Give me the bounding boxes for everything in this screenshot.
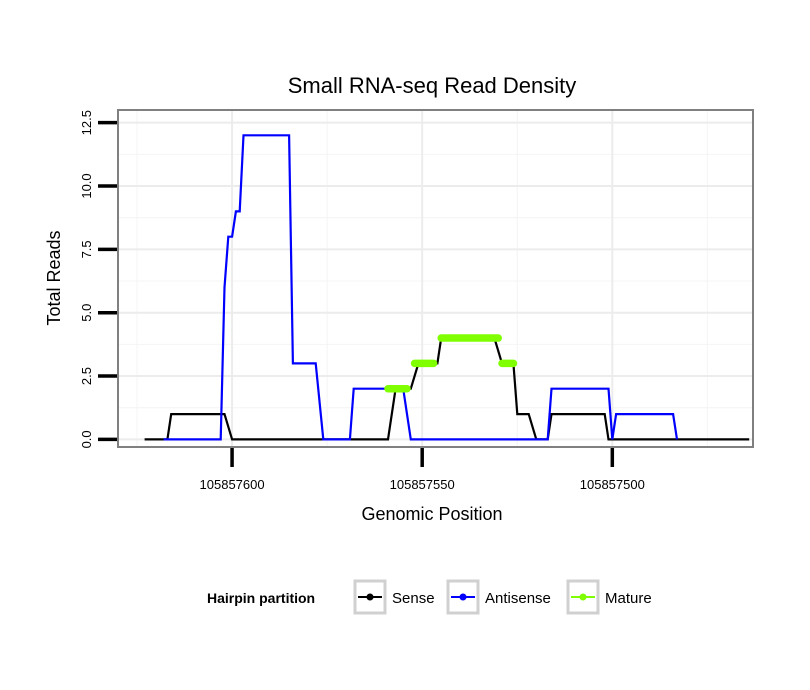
legend: Hairpin partition Sense Antisense Mature bbox=[207, 579, 652, 615]
series-layer bbox=[144, 134, 750, 441]
legend-dot-sense bbox=[366, 593, 374, 601]
y-tick-label: 2.5 bbox=[79, 367, 94, 385]
y-tick-label: 7.5 bbox=[79, 240, 94, 258]
x-tick-label: 105857600 bbox=[200, 477, 265, 492]
legend-title: Hairpin partition bbox=[207, 590, 315, 606]
legend-dot-mature bbox=[579, 593, 587, 601]
x-tick-label: 105857500 bbox=[580, 477, 645, 492]
x-tick-label: 105857550 bbox=[390, 477, 455, 492]
y-tick-label: 5.0 bbox=[79, 304, 94, 322]
legend-dot-antisense bbox=[459, 593, 467, 601]
legend-label-antisense: Antisense bbox=[485, 590, 551, 607]
plot-panel bbox=[118, 110, 753, 447]
legend-label-mature: Mature bbox=[605, 590, 652, 607]
series-line-antisense bbox=[163, 134, 679, 441]
chart-title: Small RNA-seq Read Density bbox=[288, 73, 577, 98]
y-axis-title: Total Reads bbox=[44, 230, 64, 325]
y-axis: 0.0 2.5 5.0 7.5 10.0 12.5 bbox=[79, 110, 117, 448]
x-axis-title: Genomic Position bbox=[361, 504, 502, 524]
y-tick-label: 10.0 bbox=[79, 173, 94, 198]
legend-label-sense: Sense bbox=[392, 590, 435, 607]
y-tick-label: 0.0 bbox=[79, 430, 94, 448]
x-axis: 105857600 105857550 105857500 bbox=[200, 448, 645, 492]
y-tick-label: 12.5 bbox=[79, 110, 94, 135]
plot-border bbox=[117, 109, 754, 448]
